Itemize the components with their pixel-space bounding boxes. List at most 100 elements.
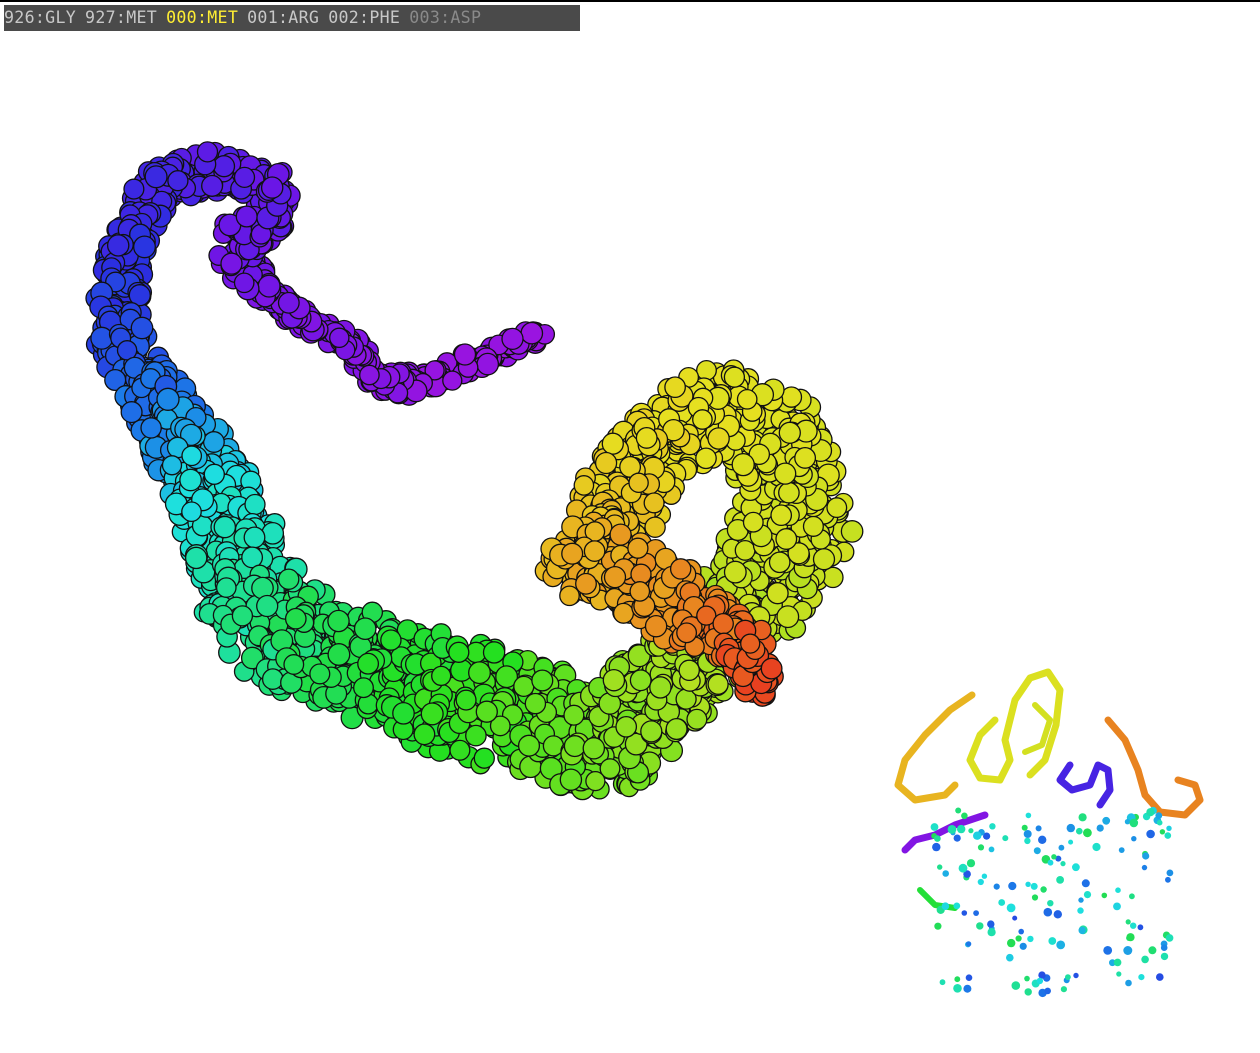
atom-sphere[interactable]: [635, 426, 658, 449]
cartoon-sidechain[interactable]: [1166, 869, 1174, 877]
atom-sphere[interactable]: [736, 388, 758, 410]
cartoon-sidechain[interactable]: [1051, 854, 1057, 860]
cartoon-sidechain[interactable]: [1025, 812, 1032, 819]
residue-002-phe[interactable]: 002:PHE: [328, 8, 401, 27]
atom-sphere[interactable]: [215, 577, 237, 598]
atom-sphere[interactable]: [353, 617, 377, 641]
atom-sphere[interactable]: [244, 493, 266, 516]
cartoon-sidechain[interactable]: [1129, 893, 1135, 900]
cartoon-sidechain[interactable]: [1072, 863, 1080, 872]
cartoon-sidechain[interactable]: [1038, 835, 1047, 844]
sequence-bar[interactable]: 926:GLY 927:MET 000:MET 001:ARG 002:PHE 003:A…: [4, 5, 580, 31]
cartoon-sidechain[interactable]: [957, 824, 966, 834]
atom-sphere[interactable]: [707, 673, 729, 695]
atom-sphere[interactable]: [243, 526, 266, 549]
cartoon-sidechain[interactable]: [1060, 861, 1066, 867]
atom-sphere[interactable]: [140, 417, 162, 439]
cartoon-sidechain[interactable]: [1030, 882, 1038, 890]
cartoon-sidechain[interactable]: [1056, 876, 1064, 884]
cartoon-sidechain[interactable]: [1137, 924, 1144, 931]
cartoon-strand[interactable]: [901, 811, 989, 854]
cartoon-sidechain[interactable]: [1040, 886, 1047, 893]
cartoon-sidechain[interactable]: [963, 870, 971, 878]
cartoon-sidechain[interactable]: [1092, 842, 1101, 852]
cartoon-sidechain[interactable]: [977, 844, 985, 851]
cartoon-sidechain[interactable]: [1065, 974, 1071, 980]
cartoon-sidechain[interactable]: [1166, 825, 1172, 831]
cartoon-sidechain[interactable]: [1155, 812, 1163, 819]
atom-sphere[interactable]: [184, 546, 208, 570]
cartoon-sidechain[interactable]: [1076, 827, 1083, 835]
atom-sphere[interactable]: [794, 446, 817, 469]
atom-sphere[interactable]: [787, 542, 810, 565]
atom-sphere[interactable]: [517, 734, 541, 757]
atom-sphere[interactable]: [692, 409, 713, 430]
cartoon-sidechain[interactable]: [1023, 830, 1032, 838]
cartoon-sidechain[interactable]: [1012, 915, 1018, 921]
atom-sphere[interactable]: [495, 665, 519, 689]
atom-sphere[interactable]: [649, 676, 672, 699]
cartoon-sidechain[interactable]: [1096, 824, 1104, 832]
cartoon-sidechain[interactable]: [1141, 955, 1149, 964]
cartoon-sidechain[interactable]: [961, 910, 968, 916]
cartoon-sidechain[interactable]: [1047, 859, 1054, 866]
cartoon-sidechain[interactable]: [1025, 881, 1031, 887]
atom-sphere[interactable]: [723, 560, 747, 584]
atom-sphere[interactable]: [766, 582, 789, 605]
atom-sphere[interactable]: [640, 720, 663, 743]
cartoon-sidechain[interactable]: [953, 902, 961, 910]
atom-sphere[interactable]: [475, 700, 498, 723]
atom-sphere[interactable]: [201, 174, 224, 197]
cartoon-sidechain[interactable]: [939, 979, 946, 986]
cartoon-sidechain[interactable]: [1125, 979, 1132, 987]
cartoon-sidechain[interactable]: [1160, 944, 1168, 951]
atom-sphere[interactable]: [802, 515, 824, 537]
cartoon-sidechain[interactable]: [1113, 958, 1122, 967]
cartoon-sidechain[interactable]: [953, 984, 962, 993]
cartoon-sidechain[interactable]: [1083, 891, 1092, 899]
atom-sphere[interactable]: [501, 327, 524, 351]
atom-sphere[interactable]: [130, 316, 154, 340]
cartoon-sidechain[interactable]: [1047, 900, 1054, 907]
cartoon-sidechain[interactable]: [1165, 876, 1171, 883]
cartoon-sidechain[interactable]: [1159, 829, 1166, 835]
atom-sphere[interactable]: [468, 661, 491, 685]
atom-sphere[interactable]: [284, 607, 307, 630]
atom-sphere[interactable]: [261, 668, 284, 690]
cartoon-sidechain[interactable]: [993, 883, 1000, 890]
cartoon-sidechain[interactable]: [1024, 837, 1031, 845]
cartoon-sidechain[interactable]: [1048, 937, 1057, 945]
cartoon-sidechain[interactable]: [1021, 824, 1028, 831]
atom-sphere[interactable]: [778, 481, 800, 504]
atom-sphere[interactable]: [179, 423, 203, 447]
atom-sphere[interactable]: [128, 284, 151, 307]
cartoon-sidechain[interactable]: [954, 976, 961, 983]
atom-sphere[interactable]: [696, 605, 717, 626]
cartoon-sidechain[interactable]: [1115, 887, 1121, 893]
atom-sphere[interactable]: [686, 708, 708, 730]
atom-sphere[interactable]: [775, 528, 798, 550]
cartoon-sidechain[interactable]: [1146, 808, 1155, 817]
cartoon-strand[interactable]: [894, 691, 976, 804]
cartoon-sidechain[interactable]: [1019, 942, 1027, 950]
cartoon-sidechain[interactable]: [1123, 946, 1133, 955]
cartoon-sidechain[interactable]: [1058, 844, 1065, 851]
cartoon-strand[interactable]: [917, 887, 958, 911]
cartoon-sidechain[interactable]: [1165, 934, 1174, 942]
atom-sphere[interactable]: [133, 235, 156, 259]
atom-sphere[interactable]: [327, 643, 351, 666]
atom-sphere[interactable]: [431, 665, 452, 687]
atom-sphere[interactable]: [644, 614, 668, 638]
atom-sphere[interactable]: [627, 537, 649, 559]
atom-sphere[interactable]: [774, 462, 797, 485]
atom-sphere[interactable]: [448, 641, 470, 663]
atom-sphere[interactable]: [583, 540, 606, 562]
cartoon-sidechain[interactable]: [1101, 892, 1108, 899]
atom-sphere[interactable]: [420, 702, 444, 726]
atom-sphere[interactable]: [241, 546, 264, 569]
atom-sphere[interactable]: [473, 747, 495, 769]
cartoon-sidechain[interactable]: [955, 807, 962, 814]
cartoon-sidechain[interactable]: [1038, 971, 1046, 979]
cartoon-sidechain[interactable]: [965, 941, 972, 947]
